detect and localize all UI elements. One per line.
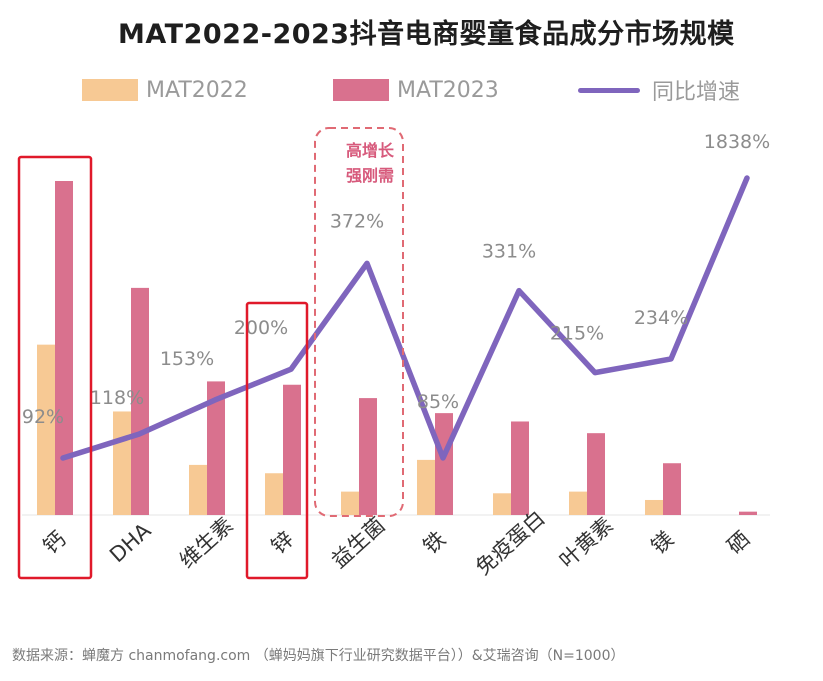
growth-label: 118% xyxy=(90,387,144,409)
x-tick-label: 维生素 xyxy=(175,513,238,573)
x-tick-label: 钙 xyxy=(38,527,70,559)
highlight-box xyxy=(245,301,309,580)
annotation-box xyxy=(314,127,404,517)
growth-label: 215% xyxy=(550,323,604,345)
highlight-box xyxy=(17,155,93,580)
annotation-line-2: 强刚需 xyxy=(345,166,394,185)
bar-mat2022 xyxy=(37,344,55,515)
bar-mat2023 xyxy=(511,421,529,515)
legend-mat2022: MAT2022 xyxy=(82,74,248,106)
bar-mat2022 xyxy=(265,473,283,515)
annotation-line-1: 高增长 xyxy=(345,141,394,160)
x-tick-label: DHA xyxy=(105,518,156,567)
legend-label-growth: 同比增速 xyxy=(652,80,741,105)
bar-mat2022 xyxy=(417,459,435,515)
bar-mat2023 xyxy=(131,287,149,515)
x-tick-label: 叶黄素 xyxy=(555,513,618,573)
growth-label: 372% xyxy=(330,210,384,232)
bar-mat2023 xyxy=(663,463,681,515)
bar-mat2022 xyxy=(493,493,511,515)
bar-mat2022 xyxy=(645,499,663,515)
x-tick-label: 锌 xyxy=(266,527,298,559)
bar-mat2023 xyxy=(739,511,757,515)
source-note: 数据来源：蝉魔方 chanmofang.com （蝉妈妈旗下行业研究数据平台））… xyxy=(12,648,625,664)
bar-mat2022 xyxy=(341,491,359,515)
x-tick-label: 硒 xyxy=(722,527,754,559)
growth-label: 331% xyxy=(482,241,536,263)
chart-title: MAT2022-2023抖音电商婴童食品成分市场规模 xyxy=(118,19,735,50)
growth-label: 92% xyxy=(22,406,64,428)
bar-mat2023 xyxy=(587,433,605,515)
bar-mat2023 xyxy=(435,413,453,515)
growth-label: 1838% xyxy=(704,131,770,153)
bar-mat2023 xyxy=(359,398,377,515)
x-tick-label: 益生菌 xyxy=(327,513,390,573)
growth-label: 153% xyxy=(160,348,214,370)
x-tick-label: 铁 xyxy=(418,527,450,559)
legend-label-mat2022: MAT2022 xyxy=(146,77,248,103)
legend-mat2023: MAT2023 xyxy=(333,74,499,106)
bar-mat2023 xyxy=(55,181,73,515)
growth-label: 234% xyxy=(634,307,688,329)
legend-swatch-mat2022 xyxy=(82,79,138,101)
bar-mat2022 xyxy=(113,411,131,515)
growth-label: 85% xyxy=(417,391,459,413)
bar-mat2023 xyxy=(283,384,301,515)
annotation-text: 高增长 强刚需 xyxy=(330,138,410,188)
growth-line xyxy=(60,175,750,461)
legend-growth: 同比增速 xyxy=(578,74,740,106)
legend-line-growth xyxy=(578,87,640,93)
x-tick-label: 免疫蛋白 xyxy=(471,506,549,580)
growth-label: 200% xyxy=(234,317,288,339)
bar-mat2022 xyxy=(189,464,207,515)
bar-mat2022 xyxy=(569,491,587,515)
bar-mat2023 xyxy=(207,381,225,515)
legend-swatch-mat2023 xyxy=(333,79,389,101)
x-tick-label: 镁 xyxy=(646,527,678,559)
legend-label-mat2023: MAT2023 xyxy=(397,77,499,103)
